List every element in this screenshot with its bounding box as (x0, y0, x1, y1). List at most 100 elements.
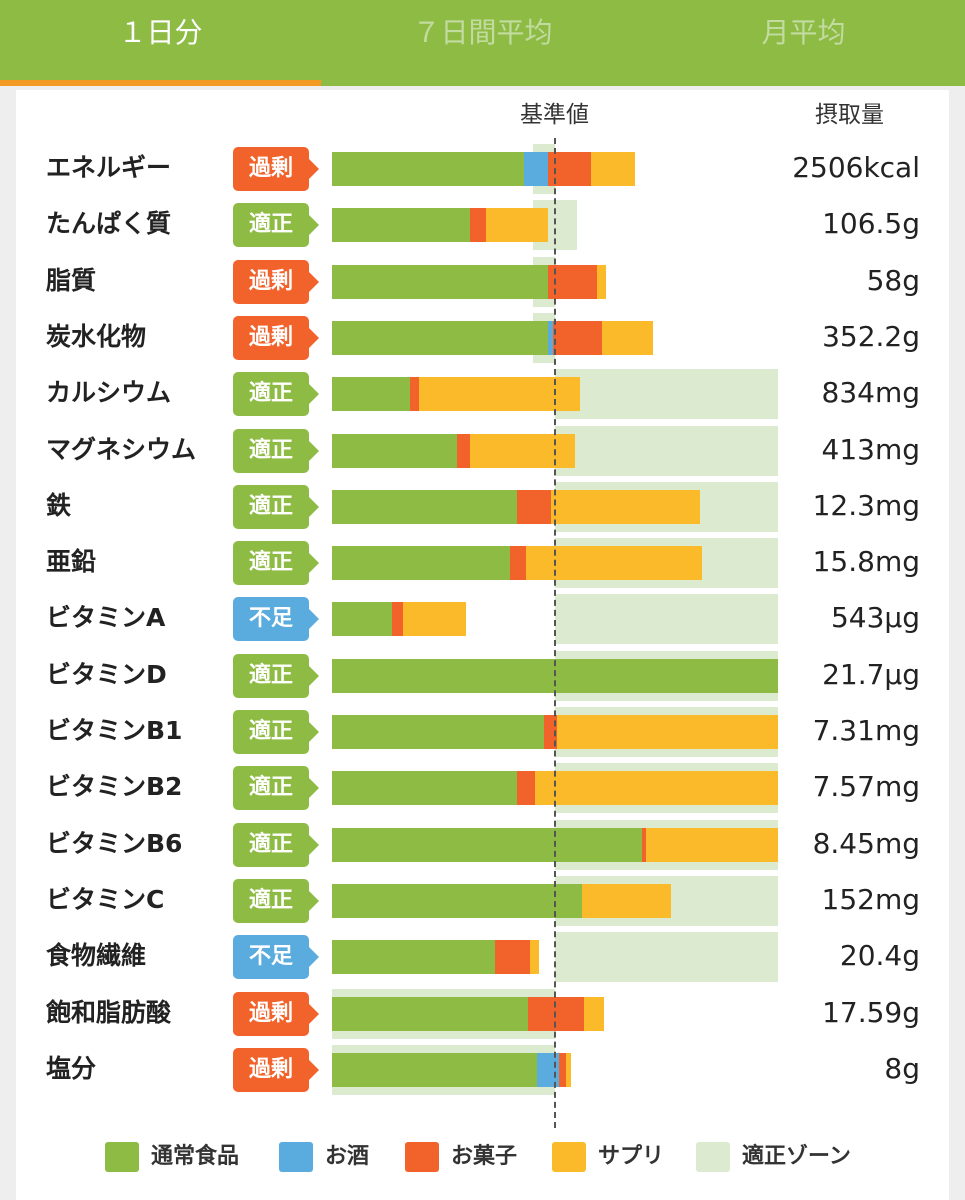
supplement-segment (403, 602, 466, 637)
supplement-segment (590, 152, 636, 186)
legend-swatch (552, 1142, 586, 1172)
status-badge: 適正 (233, 541, 319, 586)
intake-value: 834mg (821, 376, 921, 410)
bar-track (0, 422, 965, 478)
proper-zone (555, 932, 778, 983)
status-badge: 適正 (233, 428, 319, 473)
bar-track (0, 253, 965, 309)
nutrient-row: 亜鉛 適正 15.8mg (0, 534, 965, 590)
bar-track (0, 478, 965, 534)
normal-food-segment (332, 208, 471, 243)
supplement-segment (557, 715, 778, 749)
bar-track (0, 816, 965, 872)
snacks-segment (470, 208, 486, 243)
intake-value: 352.2g (822, 319, 920, 353)
intake-value: 20.4g (839, 939, 920, 973)
nutrient-row: 炭水化物 過剰 352.2g (0, 309, 965, 365)
nutrient-row: ビタミンA 不足 543μg (0, 590, 965, 646)
proper-zone (555, 425, 778, 476)
normal-food-segment (332, 377, 411, 412)
normal-food-segment (332, 940, 495, 975)
intake-header: 摂取量 (815, 102, 884, 128)
intake-value: 8g (884, 1051, 920, 1085)
snacks-segment (528, 996, 584, 1031)
snacks-segment (410, 377, 419, 412)
nutrient-name: 食物繊維 (46, 941, 147, 971)
supplement-segment (646, 827, 778, 862)
legend-label: 通常食品 (151, 1144, 240, 1169)
nutrient-name: マグネシウム (46, 434, 197, 464)
intake-value: 543μg (830, 601, 920, 635)
supplement-segment (597, 264, 607, 299)
status-badge: 適正 (233, 653, 319, 698)
intake-value: 17.59g (822, 995, 920, 1029)
supplement-segment (526, 546, 703, 581)
supplement-segment (583, 996, 605, 1031)
legend-swatch (279, 1142, 313, 1172)
bar-track (0, 590, 965, 646)
normal-food-segment (332, 489, 518, 524)
nutrient-row: 鉄 適正 12.3mg (0, 478, 965, 534)
nutrient-row: 脂質 過剰 58g (0, 253, 965, 309)
bar-track (0, 1041, 965, 1097)
bar-track (0, 928, 965, 984)
nutrient-row: エネルギー 過剰 2506kcal (0, 140, 965, 196)
normal-food-segment (332, 996, 529, 1031)
supplement-segment (530, 940, 540, 975)
normal-food-segment (332, 827, 642, 862)
normal-food-segment (332, 546, 511, 581)
nutrient-row: カルシウム 適正 834mg (0, 365, 965, 421)
tab-7day-average[interactable]: ７日間平均 (412, 16, 553, 49)
active-tab-indicator (0, 80, 321, 86)
nutrient-name: ビタミンA (46, 603, 166, 633)
intake-value: 152mg (821, 882, 921, 916)
snacks-segment (510, 546, 526, 581)
intake-value: 7.57mg (812, 770, 920, 804)
snacks-segment (559, 1052, 567, 1087)
legend-swatch (105, 1142, 139, 1172)
status-badge: 過剰 (233, 315, 319, 360)
status-badge: 過剰 (233, 147, 319, 191)
alcohol-segment (537, 1052, 560, 1087)
normal-food-segment (332, 433, 457, 468)
bar-track (0, 365, 965, 421)
tab-1day[interactable]: １日分 (118, 16, 203, 49)
supplement-segment (470, 433, 576, 468)
status-badge: 適正 (233, 822, 319, 867)
supplement-segment (581, 883, 671, 918)
snacks-segment (548, 264, 598, 299)
nutrient-row: 飽和脂肪酸 過剰 17.59g (0, 985, 965, 1041)
status-badge: 不足 (233, 597, 319, 642)
intake-value: 58g (866, 263, 920, 297)
normal-food-segment (332, 320, 549, 355)
nutrient-name: ビタミンB6 (46, 828, 183, 858)
intake-value: 2506kcal (792, 151, 920, 184)
supplement-segment (566, 1052, 571, 1087)
alcohol-segment (523, 152, 549, 186)
normal-food-segment (332, 264, 549, 299)
supplement-segment (534, 771, 778, 806)
normal-food-segment (332, 715, 544, 749)
snacks-segment (456, 433, 471, 468)
normal-food-segment (332, 1052, 538, 1087)
tab-monthly-average[interactable]: 月平均 (761, 16, 846, 49)
bar-track (0, 985, 965, 1041)
nutrient-name: ビタミンB2 (46, 772, 183, 802)
nutrient-name: ビタミンB1 (46, 716, 183, 745)
nutrient-row: ビタミンB2 適正 7.57mg (0, 759, 965, 815)
nutrient-name: 炭水化物 (46, 321, 147, 351)
status-badge: 不足 (233, 935, 319, 980)
status-badge: 適正 (233, 372, 319, 417)
legend-swatch (405, 1142, 439, 1172)
nutrient-name: たんぱく質 (46, 209, 172, 239)
nutrient-row: マグネシウム 適正 413mg (0, 422, 965, 478)
snacks-segment (641, 827, 647, 862)
snacks-segment (517, 489, 551, 524)
status-badge: 適正 (233, 878, 319, 923)
snacks-segment (494, 940, 531, 975)
status-badge: 過剰 (233, 1047, 319, 1092)
supplement-segment (601, 320, 654, 355)
legend-label: サプリ (598, 1144, 665, 1169)
tab-bar: １日分 ７日間平均 月平均 (0, 0, 965, 86)
status-badge: 適正 (233, 484, 319, 529)
